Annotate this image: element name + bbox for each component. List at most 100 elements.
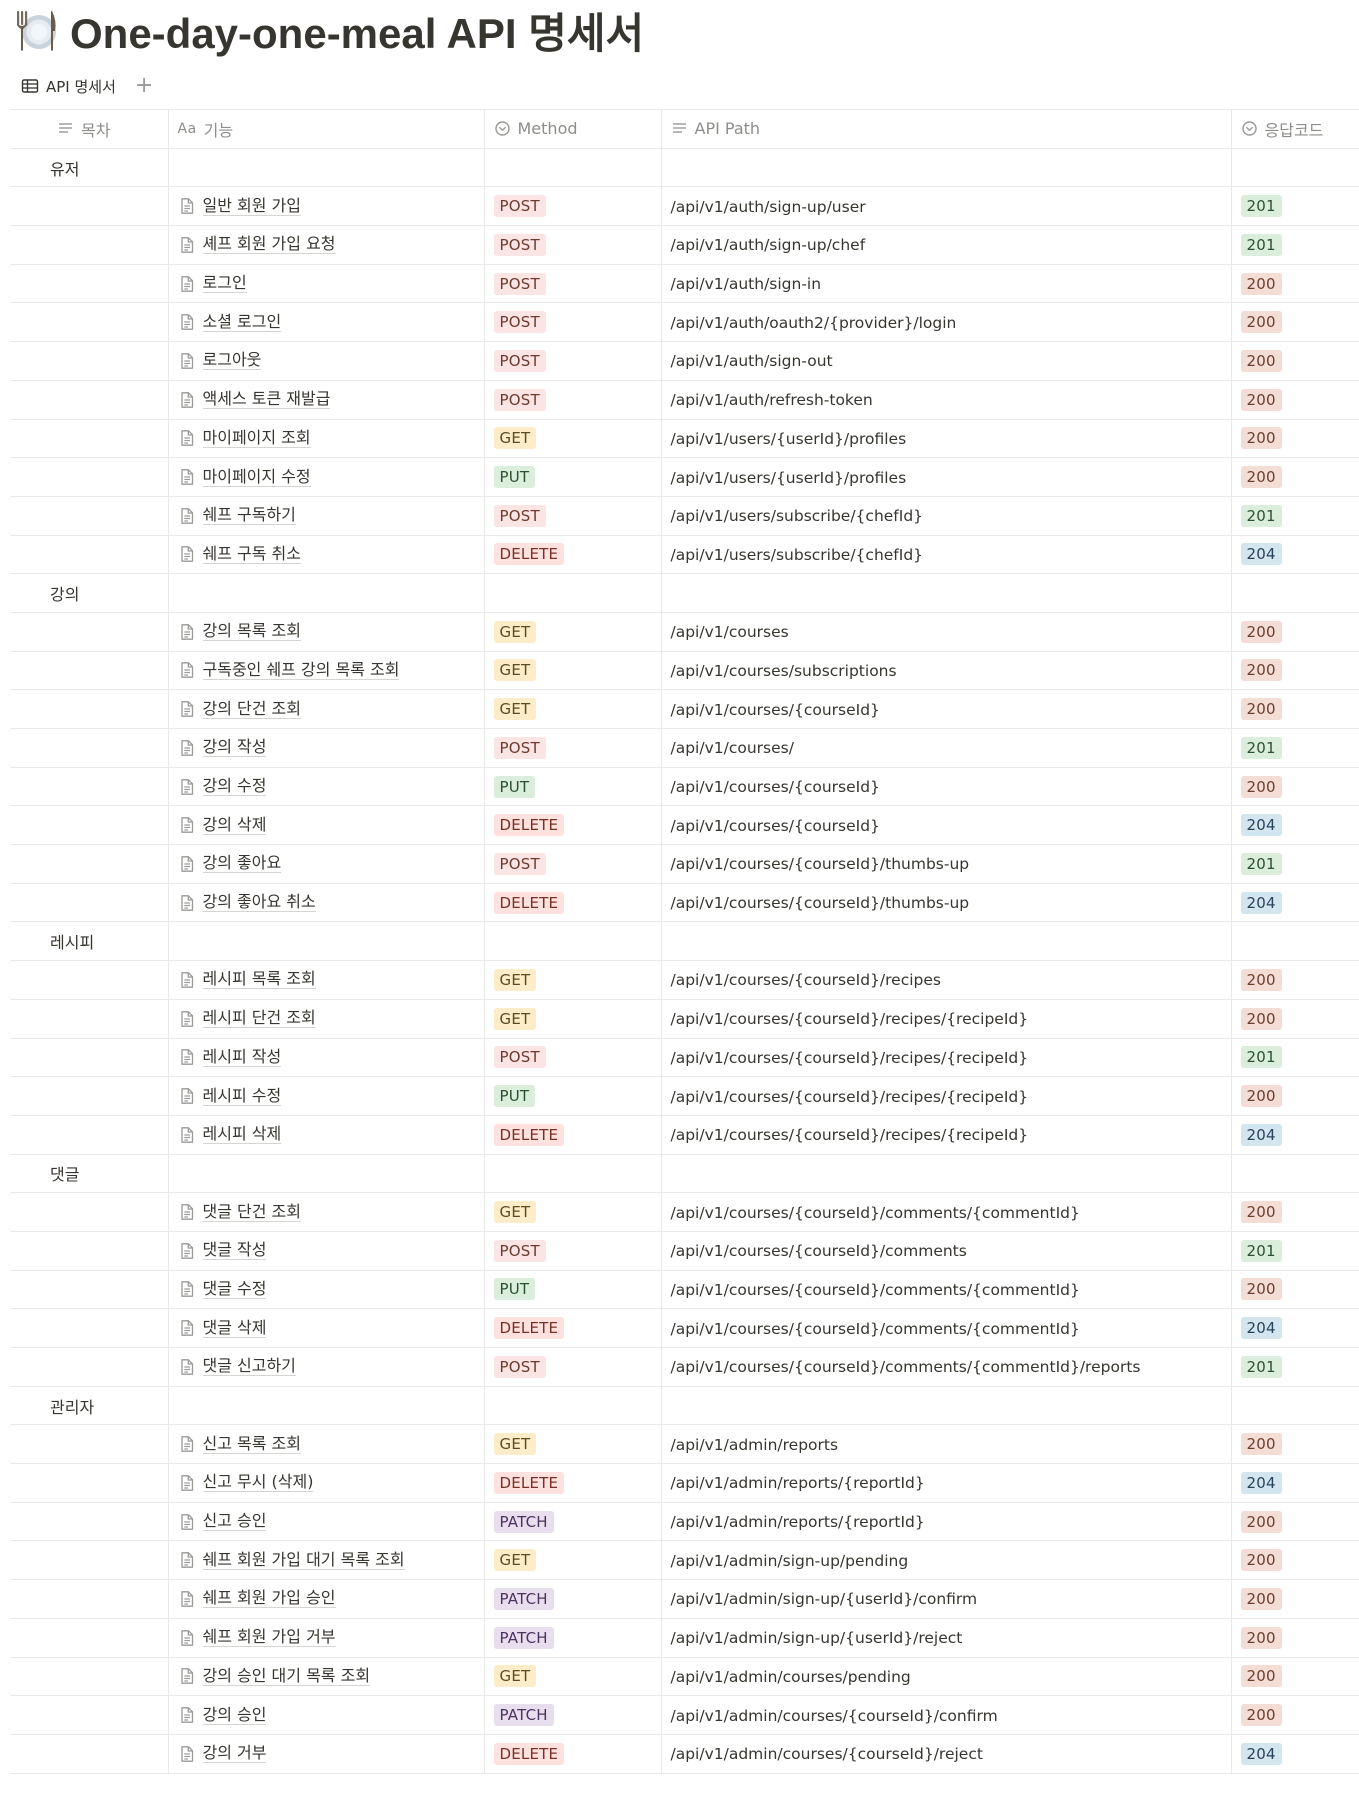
path-cell[interactable]: /api/v1/courses/{courseId}/recipes [660,960,1231,1000]
name-cell[interactable]: 로그아웃 [167,341,484,381]
name-cell[interactable]: 레시피 삭제 [167,1115,484,1155]
toc-cell[interactable] [10,419,168,459]
path-cell[interactable]: /api/v1/courses/subscriptions [660,651,1231,691]
path-cell[interactable]: /api/v1/admin/courses/{courseId}/reject [660,1734,1231,1774]
path-cell[interactable]: /api/v1/auth/sign-up/user [660,186,1231,227]
row-title-text[interactable]: 레시피 목록 조회 [202,969,316,990]
name-cell[interactable] [167,1154,484,1194]
method-cell[interactable]: GET [483,1424,661,1465]
path-cell[interactable]: /api/v1/courses/{courseId}/recipes/{reci… [660,1115,1231,1155]
code-cell[interactable] [1230,1386,1359,1426]
row-title[interactable]: 쉐프 회원 가입 대기 목록 조회 [178,1550,475,1570]
method-cell[interactable] [483,573,661,613]
toc-cell[interactable] [10,612,168,652]
method-cell[interactable]: DELETE [483,1734,661,1774]
method-cell[interactable]: PATCH [483,1579,661,1619]
row-title[interactable]: 신고 승인 [178,1512,475,1532]
toc-cell[interactable] [10,380,168,420]
toc-cell[interactable] [10,999,168,1039]
toc-cell[interactable] [10,1734,168,1774]
method-cell[interactable]: POST [483,186,661,227]
row-title[interactable]: 레시피 삭제 [178,1125,475,1145]
method-cell[interactable]: POST [483,844,661,884]
row-title-text[interactable]: 강의 좋아요 취소 [202,892,316,913]
toc-cell[interactable]: 강의 [10,573,168,613]
name-cell[interactable]: 쉐프 구독 취소 [167,535,484,575]
name-cell[interactable]: 쉐프 회원 가입 승인 [167,1579,484,1619]
toc-cell[interactable] [10,960,168,1000]
toc-cell[interactable]: 유저 [10,148,168,188]
row-title-text[interactable]: 강의 수정 [202,776,267,797]
name-cell[interactable]: 마이페이지 조회 [167,419,484,459]
row-title-text[interactable]: 쉐프 구독 취소 [202,543,301,564]
row-title[interactable]: 강의 거부 [178,1744,475,1764]
name-cell[interactable]: 강의 거부 [167,1734,484,1774]
toc-cell[interactable] [10,1657,168,1697]
tab-api-spec[interactable]: API 명세서 [20,72,117,100]
path-cell[interactable]: /api/v1/admin/sign-up/{userId}/reject [660,1618,1231,1658]
method-cell[interactable] [483,1154,661,1194]
row-title[interactable]: 강의 승인 [178,1705,475,1725]
name-cell[interactable]: 댓글 단건 조회 [167,1192,484,1232]
toc-cell[interactable] [10,225,168,265]
toc-cell[interactable] [10,1579,168,1619]
name-cell[interactable]: 댓글 삭제 [167,1308,484,1348]
toc-cell[interactable] [10,1308,168,1348]
fork-knife-plate-icon[interactable] [12,7,58,53]
row-title[interactable]: 쉐프 구독하기 [178,506,475,526]
method-cell[interactable]: GET [483,1540,661,1581]
row-title-text[interactable]: 댓글 신고하기 [202,1356,296,1377]
path-cell[interactable]: /api/v1/courses/{courseId}/comments/{com… [660,1308,1231,1348]
path-cell[interactable]: /api/v1/courses/{courseId}/comments/{com… [660,1192,1231,1232]
path-cell[interactable]: /api/v1/courses/{courseId}/comments/{com… [660,1270,1231,1310]
method-cell[interactable]: GET [483,651,661,691]
toc-cell[interactable]: 레시피 [10,921,168,962]
code-cell[interactable]: 200 [1230,1192,1359,1232]
row-title-text[interactable]: 강의 삭제 [202,814,267,835]
row-title-text[interactable]: 댓글 작성 [202,1240,267,1261]
code-cell[interactable]: 200 [1230,1270,1359,1310]
toc-cell[interactable] [10,496,168,536]
row-title[interactable]: 강의 승인 대기 목록 조회 [178,1666,475,1686]
toc-cell[interactable] [10,1038,168,1078]
row-title-text[interactable]: 레시피 수정 [202,1085,282,1106]
method-cell[interactable]: GET [483,419,661,459]
path-cell[interactable]: /api/v1/auth/oauth2/{provider}/login [660,302,1231,343]
row-title[interactable]: 강의 수정 [178,776,475,797]
path-cell[interactable]: /api/v1/auth/sign-out [660,341,1231,381]
row-title[interactable]: 댓글 작성 [178,1240,475,1261]
row-title-text[interactable]: 강의 단건 조회 [202,698,301,719]
row-title[interactable]: 소셜 로그인 [178,312,475,332]
code-cell[interactable]: 204 [1230,1734,1359,1774]
toc-cell[interactable] [10,1618,168,1658]
row-title-text[interactable]: 레시피 단건 조회 [202,1008,316,1029]
row-title[interactable]: 댓글 삭제 [178,1317,475,1338]
row-title[interactable]: 구독중인 쉐프 강의 목록 조회 [178,660,475,680]
path-cell[interactable]: /api/v1/auth/sign-in [660,264,1231,304]
row-title-text[interactable]: 신고 무시 (삭제) [202,1472,314,1493]
column-header-code[interactable]: 응답코드 [1230,109,1359,149]
name-cell[interactable]: 쉐프 구독하기 [167,496,484,536]
code-cell[interactable]: 200 [1230,1424,1359,1465]
path-cell[interactable]: /api/v1/courses/{courseId}/recipes/{reci… [660,999,1231,1039]
method-cell[interactable]: GET [483,689,661,729]
name-cell[interactable]: 강의 목록 조회 [167,612,484,652]
row-title-text[interactable]: 셰프 회원 가입 요청 [202,234,336,255]
path-cell[interactable]: /api/v1/courses/{courseId} [660,805,1231,846]
row-title[interactable]: 레시피 단건 조회 [178,1008,475,1029]
toc-cell[interactable] [10,264,168,304]
name-cell[interactable]: 구독중인 쉐프 강의 목록 조회 [167,651,484,691]
toc-cell[interactable] [10,844,168,884]
column-header-method[interactable]: Method [483,109,661,149]
code-cell[interactable] [1230,921,1359,962]
name-cell[interactable]: 강의 단건 조회 [167,689,484,729]
method-cell[interactable]: GET [483,960,661,1000]
code-cell[interactable]: 201 [1230,1347,1359,1387]
path-cell[interactable]: /api/v1/courses/{courseId} [660,689,1231,729]
name-cell[interactable]: 신고 승인 [167,1502,484,1542]
method-cell[interactable]: DELETE [483,535,661,575]
toc-cell[interactable] [10,1540,168,1581]
row-title[interactable]: 일반 회원 가입 [178,196,475,216]
row-title-text[interactable]: 댓글 삭제 [202,1317,267,1338]
code-cell[interactable]: 200 [1230,767,1359,807]
